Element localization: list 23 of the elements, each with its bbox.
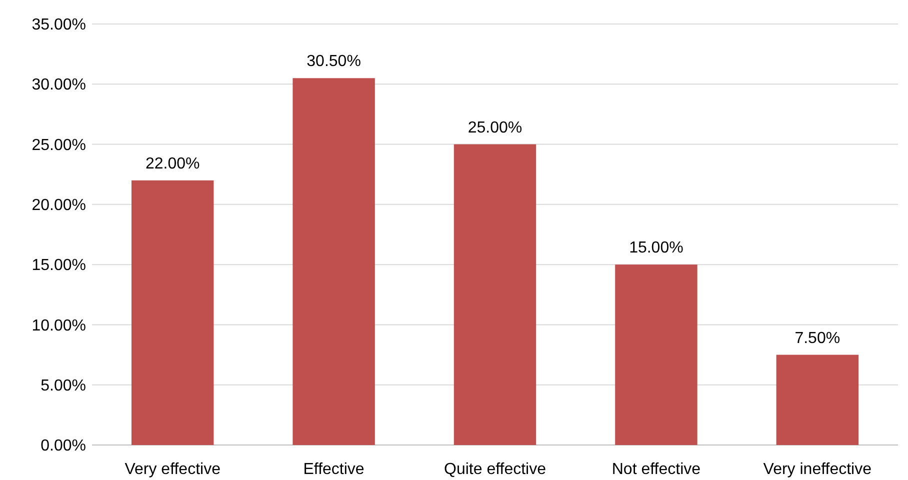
data-label: 30.50%: [306, 53, 361, 70]
x-tick-label: Quite effective: [444, 461, 546, 478]
y-tick-label: 20.00%: [32, 197, 86, 214]
y-tick-label: 30.00%: [32, 76, 86, 94]
bar: [292, 78, 375, 445]
x-tick-label: Very ineffective: [763, 461, 872, 478]
bar: [615, 264, 698, 445]
y-tick-label: 35.00%: [32, 16, 86, 34]
x-tick-label: Not effective: [612, 461, 701, 478]
data-label: 22.00%: [145, 155, 200, 172]
data-label: 7.50%: [794, 330, 840, 347]
x-tick-label: Very effective: [124, 461, 221, 478]
y-tick-label: 10.00%: [32, 317, 86, 334]
data-label: 15.00%: [629, 240, 684, 257]
y-tick-label: 15.00%: [32, 257, 86, 274]
x-tick-label: Effective: [303, 461, 364, 478]
y-tick-label: 5.00%: [40, 377, 86, 394]
bar: [454, 144, 536, 445]
bar: [776, 354, 859, 445]
y-tick-label: 0.00%: [40, 438, 86, 455]
data-label: 25.00%: [468, 119, 522, 136]
bar: [131, 180, 214, 445]
y-tick-label: 25.00%: [32, 136, 86, 154]
